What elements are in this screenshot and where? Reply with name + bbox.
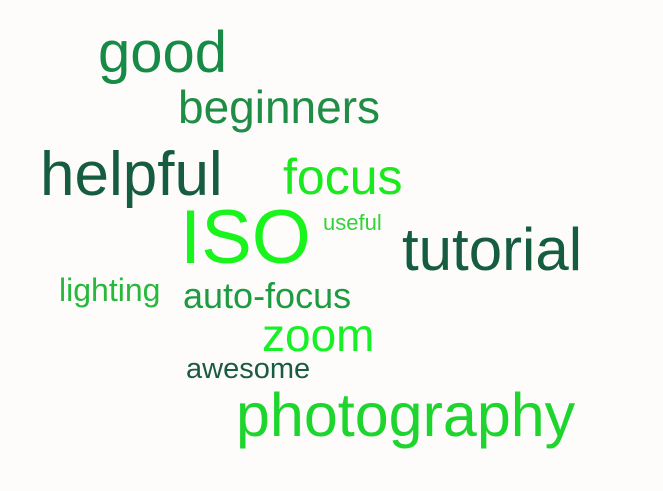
word-zoom: zoom — [262, 309, 375, 361]
word-lighting: lighting — [59, 272, 161, 308]
word-helpful: helpful — [40, 140, 223, 209]
word-tutorial: tutorial — [402, 216, 583, 283]
word-good: good — [98, 20, 228, 85]
word-beginners: beginners — [178, 81, 381, 133]
word-awesome: awesome — [186, 353, 311, 385]
word-auto-focus: auto-focus — [183, 275, 352, 316]
word-photography: photography — [236, 381, 576, 449]
word-useful: useful — [323, 210, 382, 235]
word-iso: ISO — [180, 195, 311, 280]
word-focus: focus — [283, 149, 403, 205]
